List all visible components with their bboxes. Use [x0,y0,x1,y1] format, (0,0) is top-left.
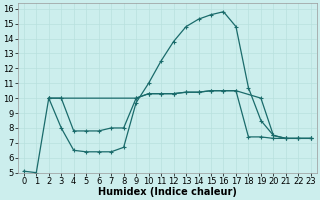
X-axis label: Humidex (Indice chaleur): Humidex (Indice chaleur) [98,187,237,197]
